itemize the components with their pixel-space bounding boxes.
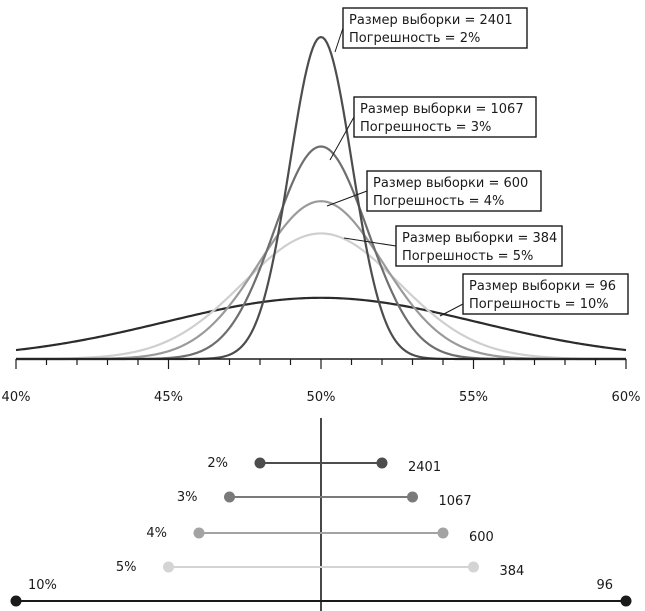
leader-line-2401 [334, 27, 344, 53]
interval-row-1067: 3% 1067 [177, 490, 472, 509]
interval-size-label: 96 [596, 578, 613, 593]
interval-error-label: 5% [116, 560, 137, 575]
annotation-box [353, 96, 537, 138]
annotation-1067: Размер выборки = 1067 Погрешность = 3% [353, 96, 537, 138]
annotation-600: Размер выборки = 600 Погрешность = 4% [366, 170, 542, 212]
interval-error-label: 10% [28, 578, 57, 593]
interval-error-label: 3% [177, 490, 198, 505]
interval-low-dot [193, 527, 205, 539]
x-tick-label: 45% [154, 390, 183, 405]
interval-high-dot [437, 527, 449, 539]
annotation-box [366, 170, 542, 212]
interval-row-384: 5% 384 [116, 560, 524, 579]
interval-high-dot [468, 561, 479, 573]
curve-sample-384 [16, 232, 626, 361]
interval-row-96: 10% 96 [10, 578, 632, 607]
annotation-error: Погрешность = 5% [402, 249, 533, 264]
annotation-2401: Размер выборки = 2401 Погрешность = 2% [342, 7, 528, 49]
annotation-error: Погрешность = 4% [373, 194, 504, 209]
annotation-sample-size: Размер выборки = 1067 [360, 102, 524, 117]
interval-low-dot [224, 491, 235, 503]
leader-line-96 [439, 303, 464, 317]
annotation-box [342, 7, 528, 49]
curve-sample-96 [15, 296, 627, 352]
x-axis: 40% 45% 50% 55% 60% [2, 358, 641, 405]
x-tick-label: 60% [612, 390, 641, 405]
label-leader-lines [326, 27, 464, 317]
interval-rows: 2% 2401 3% 1067 4% 600 5% 384 10% 96 [10, 456, 632, 607]
annotation-96: Размер выборки = 96 Погрешность = 10% [462, 273, 629, 315]
annotation-error: Погрешность = 2% [349, 31, 480, 46]
interval-size-label: 600 [469, 530, 494, 545]
leader-line-384 [343, 237, 397, 247]
interval-row-600: 4% 600 [146, 526, 493, 545]
margin-of-error-intervals-chart: 2% 2401 3% 1067 4% 600 5% 384 10% 96 [10, 418, 632, 611]
annotation-384: Размер выборки = 384 Погрешность = 5% [395, 225, 563, 267]
interval-high-dot [407, 491, 418, 503]
interval-low-dot [254, 457, 266, 469]
x-tick-label: 40% [2, 390, 31, 405]
interval-size-label: 384 [500, 564, 525, 579]
interval-row-2401: 2% 2401 [207, 456, 441, 475]
x-tick-label: 55% [459, 390, 488, 405]
interval-low-dot [163, 561, 174, 573]
annotation-sample-size: Размер выборки = 2401 [349, 13, 513, 28]
annotation-box [462, 273, 629, 315]
interval-size-label: 1067 [439, 494, 472, 509]
annotation-sample-size: Размер выборки = 600 [373, 176, 528, 191]
x-tick-label: 50% [307, 390, 336, 405]
interval-high-dot [620, 595, 632, 607]
annotation-error: Погрешность = 10% [469, 297, 609, 312]
annotation-sample-size: Размер выборки = 384 [402, 231, 557, 246]
annotation-error: Погрешность = 3% [360, 120, 491, 135]
interval-high-dot [376, 457, 388, 469]
annotation-sample-size: Размер выборки = 96 [469, 279, 616, 294]
leader-line-600 [326, 190, 368, 207]
interval-error-label: 2% [207, 456, 228, 471]
annotation-box [395, 225, 563, 267]
interval-size-label: 2401 [408, 460, 441, 475]
interval-error-label: 4% [146, 526, 167, 541]
interval-low-dot [10, 595, 22, 607]
leader-line-1067 [329, 116, 355, 161]
